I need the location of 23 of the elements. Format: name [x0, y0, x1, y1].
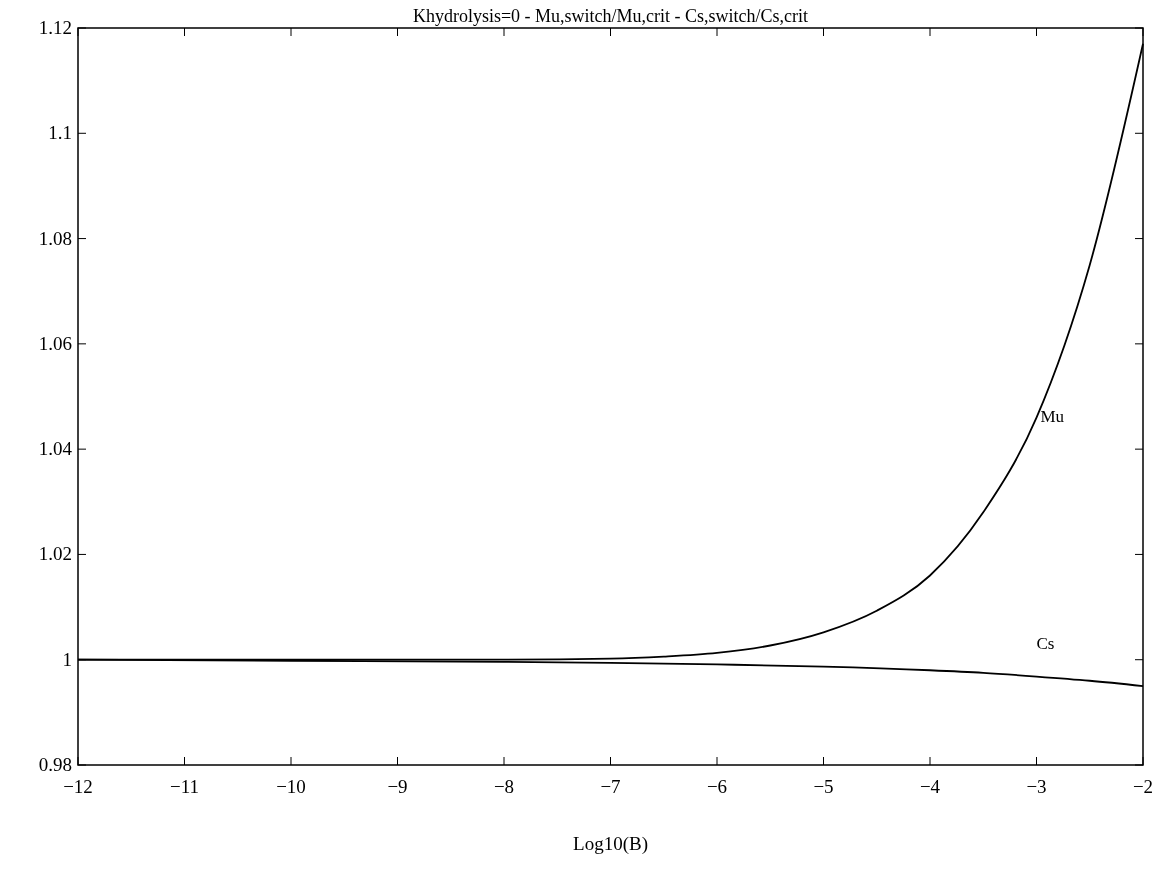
y-tick-label: 1 — [62, 648, 72, 670]
y-tick-label: 1.08 — [38, 227, 72, 249]
series-label: Mu — [1040, 406, 1065, 426]
y-tick-label: 0.98 — [38, 754, 72, 775]
y-tick-label: 1.06 — [38, 332, 72, 354]
x-tick-label: −6 — [706, 776, 728, 797]
x-tick-label: −4 — [919, 776, 941, 797]
x-tick-label: −11 — [169, 776, 200, 797]
x-tick-label: −8 — [493, 776, 515, 797]
x-tick-label: −2 — [1132, 776, 1154, 797]
chart-title: Khydrolysis=0 - Mu,switch/Mu,crit - Cs,switch/Cs,crit — [412, 6, 809, 26]
y-tick-label: 1.12 — [38, 17, 72, 38]
series-label: Cs — [1036, 633, 1055, 653]
x-tick-label: −12 — [63, 776, 93, 797]
y-tick-label: 1.02 — [38, 543, 72, 565]
y-tick-label: 1.1 — [48, 122, 72, 144]
x-tick-label: −7 — [600, 776, 621, 797]
x-tick-label: −5 — [813, 776, 834, 797]
y-tick-label: 1.04 — [38, 438, 73, 460]
x-axis-title: Log10(B) — [573, 833, 648, 855]
x-tick-label: −9 — [387, 776, 408, 797]
x-tick-label: −10 — [276, 776, 306, 797]
x-tick-label: −3 — [1026, 776, 1047, 797]
